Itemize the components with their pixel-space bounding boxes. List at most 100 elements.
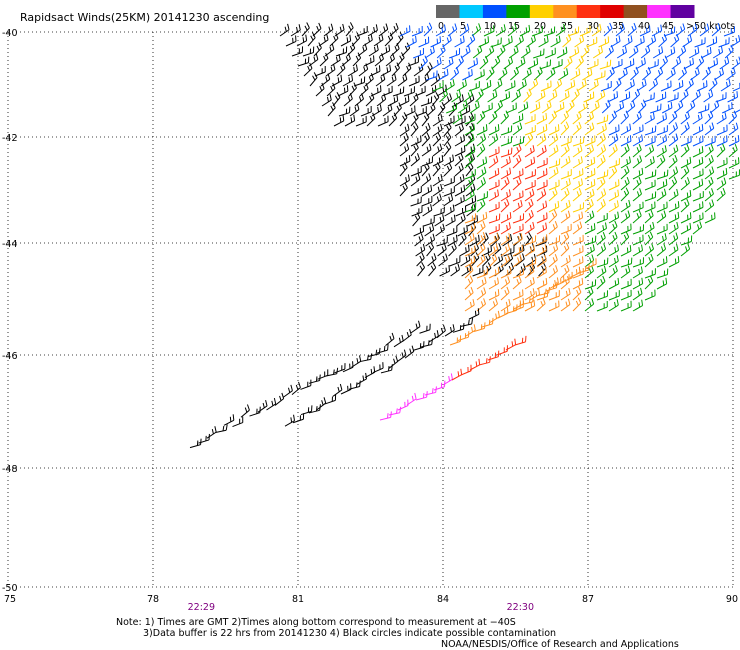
wind-barb [387,94,399,107]
wind-barb [423,22,433,37]
wind-barb [622,35,633,48]
wind-barb [342,74,354,87]
wind-barb [668,256,680,268]
wind-barb [664,46,676,59]
wind-barb [443,154,455,167]
wind-barb [680,235,693,246]
wind-barb [678,66,687,81]
wind-barb [452,111,463,125]
wind-barb [586,36,598,48]
wind-barb [572,202,585,213]
wind-barb [397,73,408,87]
wind-barb [560,135,572,147]
wind-barb [379,44,391,57]
wind-barb [404,345,415,359]
wind-barb [488,146,500,158]
wind-barb [553,101,565,114]
wind-barb [584,286,594,301]
wind-barb [488,179,500,191]
wind-barb [668,243,679,257]
wind-barb [406,392,417,406]
wind-barb [426,70,438,81]
wind-barb [692,156,704,169]
wind-barb [432,174,443,187]
wind-barb [728,122,739,136]
wind-barb [524,156,536,169]
wind-barb [627,22,637,37]
wind-barb [536,297,546,312]
wind-barb [536,124,548,136]
wind-barb [611,58,623,70]
wind-barb [223,414,235,426]
wind-barb [437,102,446,117]
wind-barb [355,115,367,127]
wind-barb [680,111,690,125]
wind-barb [560,223,572,235]
wind-barb [520,45,531,59]
wind-barb [692,112,703,125]
wind-barb [411,206,423,217]
wind-barb [373,33,384,47]
wind-barb [632,143,642,158]
wind-barb [423,216,435,227]
wind-barb [618,67,628,81]
wind-barb [668,232,679,246]
wind-barb [512,199,523,213]
wind-barb [443,193,454,207]
wind-barb [716,112,727,125]
wind-barb [596,275,606,290]
wind-barb [625,100,636,114]
wind-barb [512,301,524,312]
wind-barb [454,152,464,167]
note-line-1: Note: 1) Times are GMT 2)Times along bot… [116,617,516,628]
wind-barb [484,45,495,59]
legend-swatch [670,5,695,18]
wind-barb [608,165,618,180]
wind-barb [680,222,692,235]
chart-title: Rapidsact Winds(25KM) 20141230 ascending [20,11,269,24]
wind-barb [399,123,410,137]
wind-barb [524,257,537,268]
wind-barb [712,46,724,59]
wind-barb [431,57,442,70]
wind-barb [456,79,467,92]
wind-barb [634,35,645,48]
wind-barb [560,187,570,202]
wind-barb [476,220,486,235]
wind-barb [329,32,339,47]
wind-barb [584,156,596,169]
wind-barb [436,324,446,339]
wind-barb [512,213,525,224]
wind-barb [352,52,362,67]
wind-barb [500,136,513,147]
wind-barb [667,92,679,103]
wind-barb [424,223,435,237]
wind-barb [560,178,571,191]
legend-label: 0 [438,21,444,32]
wind-barb [704,212,716,224]
wind-barb [464,188,475,202]
wind-barb [495,24,506,37]
wind-barb [500,276,511,290]
wind-barb [481,317,494,328]
wind-barb [345,22,354,37]
wind-barb [584,298,595,312]
wind-barb [716,177,727,191]
wind-barb [604,44,614,59]
wind-barb [491,55,501,70]
wind-barb [365,92,375,107]
wind-barb [476,110,486,125]
wind-barb [644,289,656,301]
wind-barb [432,162,441,177]
wind-barb [476,143,486,158]
wind-barb [666,67,676,81]
wind-barb [333,114,345,127]
wind-barb [572,188,582,202]
wind-barb [699,23,710,37]
wind-barb [545,47,556,59]
wind-barb [692,201,704,213]
wind-barb [450,66,460,81]
wind-barb [632,266,643,279]
wind-barb [579,25,591,37]
wind-barb [397,399,409,411]
